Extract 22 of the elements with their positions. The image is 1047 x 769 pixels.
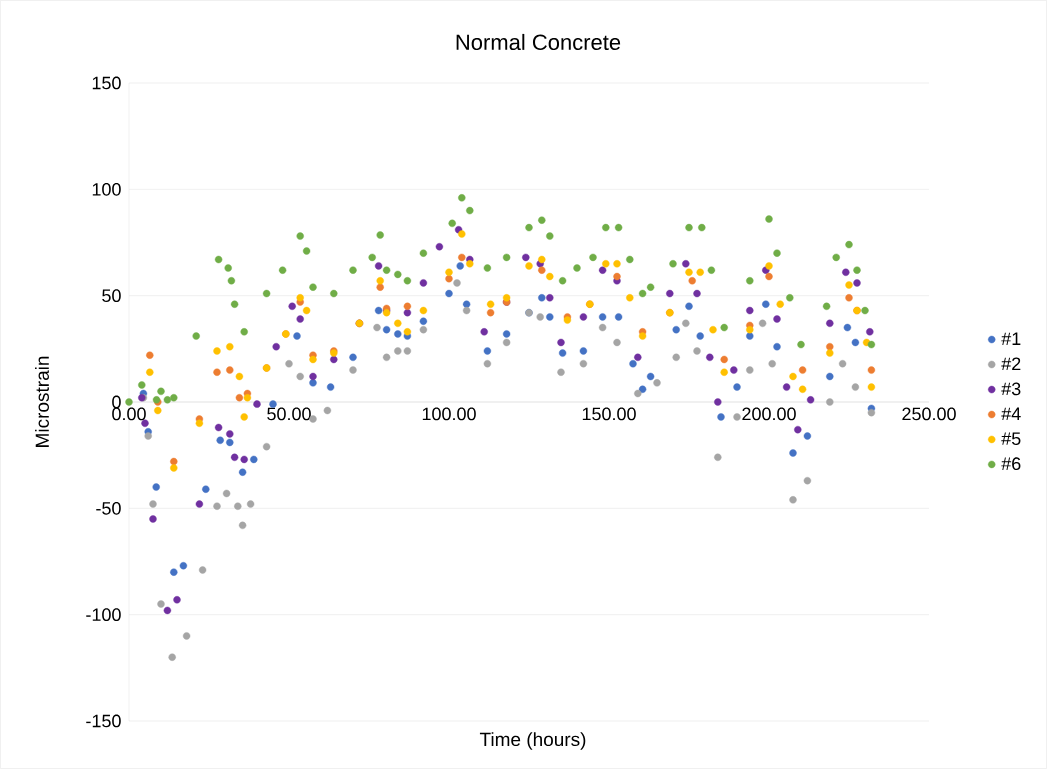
x-tick-label: 250.00 [902, 407, 956, 421]
legend-label: #5 [1001, 432, 1021, 446]
y-tick-label: -50 [96, 501, 121, 515]
x-tick-label: 50.00 [267, 407, 311, 421]
legend-label: #2 [1001, 357, 1021, 371]
legend-label: #6 [1001, 457, 1021, 471]
y-tick-label: 150 [92, 76, 121, 90]
y-tick-label: 50 [102, 289, 121, 303]
x-tick-label: 0.00 [112, 407, 146, 421]
y-tick-label: 100 [92, 182, 121, 196]
legend-label: #3 [1001, 382, 1021, 396]
legend-label: #4 [1001, 407, 1021, 420]
x-tick-label: 200.00 [742, 407, 796, 421]
x-tick-label: 150.00 [582, 407, 636, 421]
x-tick-label: 100.00 [422, 407, 476, 421]
y-tick-label: -150 [86, 714, 121, 728]
y-axis-title: Microstrain [35, 356, 49, 447]
chart-title: Normal Concrete [456, 33, 621, 51]
y-tick-label: 0 [112, 395, 121, 409]
x-axis-title: Time (hours) [479, 732, 586, 750]
y-tick-label: -100 [86, 608, 121, 622]
legend-label: #1 [1001, 332, 1021, 345]
